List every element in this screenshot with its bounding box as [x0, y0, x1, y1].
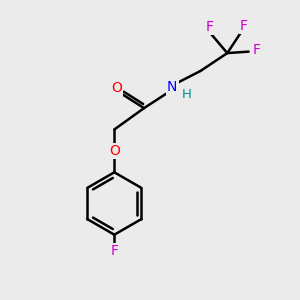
- Text: N: N: [167, 80, 178, 94]
- Text: F: F: [240, 20, 248, 33]
- Text: H: H: [181, 88, 191, 100]
- Text: O: O: [111, 81, 122, 95]
- Text: F: F: [206, 20, 213, 34]
- Text: F: F: [110, 244, 118, 258]
- Text: O: O: [109, 144, 120, 158]
- Text: F: F: [253, 43, 261, 57]
